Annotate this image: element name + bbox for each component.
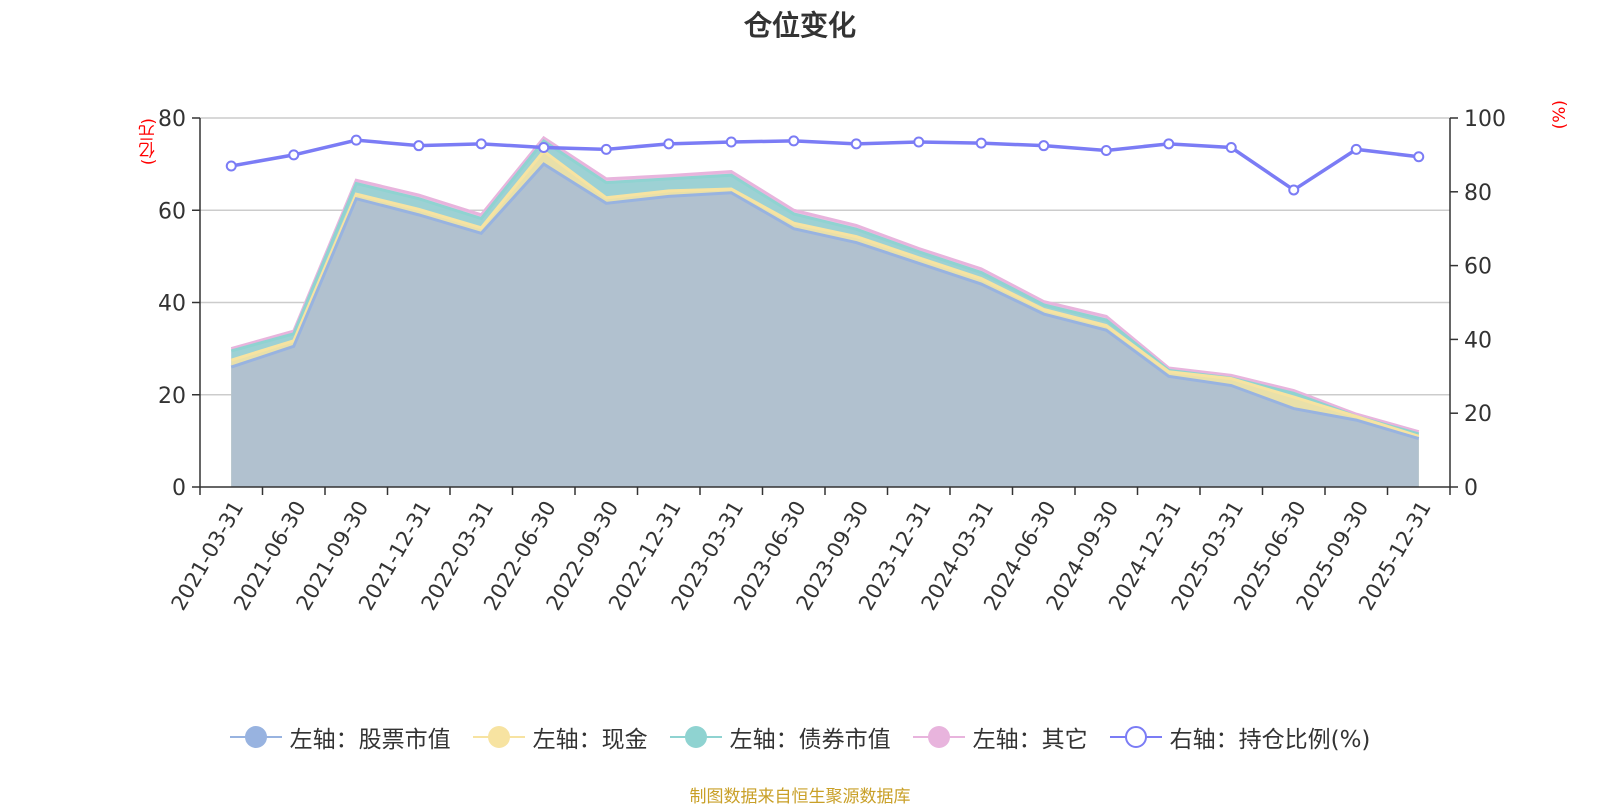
ratio-point: [1288, 184, 1300, 196]
ratio-point: [663, 138, 675, 150]
area-edge-3: [230, 135, 1420, 434]
ratio-point: [1100, 144, 1112, 156]
ratio-point: [850, 138, 862, 150]
right-tick-label: 0: [1464, 476, 1478, 501]
chart-title: 仓位变化: [743, 9, 856, 42]
legend-label: 左轴：股票市值: [289, 727, 451, 753]
legend-label: 右轴：持仓比例(%): [1169, 727, 1371, 753]
ratio-line-path: [230, 138, 1419, 193]
left-tick-label: 40: [158, 292, 186, 317]
ratio-point: [1038, 140, 1050, 152]
legend-circle-icon: [472, 724, 525, 750]
ratio-point: [1225, 142, 1237, 154]
stacked-areas: [230, 135, 1420, 488]
legend-item-stock[interactable]: 左轴：股票市值: [229, 720, 451, 754]
ratio-point: [538, 142, 550, 154]
ratio-line: [225, 134, 1425, 196]
data-source-note: 制图数据来自恒生聚源数据库: [689, 787, 911, 807]
ratio-point: [475, 138, 487, 150]
right-tick-label: 80: [1464, 181, 1492, 206]
legend-hollow-circle-icon: [1109, 724, 1162, 750]
legend-circle-icon: [669, 724, 722, 750]
ratio-point: [788, 135, 800, 147]
legend: 左轴：股票市值 左轴：现金 左轴：债券市值 左轴：其它 右轴：持仓比例(%): [0, 720, 1600, 754]
legend-circle-icon: [229, 724, 282, 750]
legend-item-cash[interactable]: 左轴：现金: [472, 720, 648, 754]
position-chart: 0204060800204060801002021-03-312021-06-3…: [158, 107, 1506, 615]
ratio-point: [913, 136, 925, 148]
ratio-point: [975, 137, 987, 149]
ratio-point: [600, 143, 612, 155]
legend-label: 左轴：现金: [532, 727, 648, 753]
legend-circle-icon: [912, 724, 965, 750]
right-tick-label: 60: [1464, 255, 1492, 280]
ratio-point: [413, 140, 425, 152]
left-tick-label: 80: [158, 107, 186, 132]
left-tick-label: 60: [158, 199, 186, 224]
legend-label: 左轴：其它: [972, 727, 1088, 753]
legend-item-bond[interactable]: 左轴：债券市值: [669, 720, 891, 754]
legend-item-other[interactable]: 左轴：其它: [912, 720, 1088, 754]
area-edge-1: [230, 149, 1420, 438]
left-tick-label: 20: [158, 384, 186, 409]
area-0: [231, 164, 1419, 487]
ratio-point: [350, 134, 362, 146]
ratio-point: [1350, 143, 1362, 155]
legend-item-ratio[interactable]: 右轴：持仓比例(%): [1109, 720, 1371, 754]
right-tick-label: 100: [1464, 107, 1506, 132]
right-tick-label: 20: [1464, 402, 1492, 427]
area-edge-0: [230, 162, 1420, 441]
right-tick-label: 40: [1464, 328, 1492, 353]
ratio-point: [1163, 138, 1175, 150]
ratio-point: [1413, 151, 1425, 163]
ratio-point: [225, 160, 237, 172]
ratio-point: [725, 136, 737, 148]
ratio-point: [288, 149, 300, 161]
legend-label: 左轴：债券市值: [729, 727, 891, 753]
left-tick-label: 0: [172, 476, 186, 501]
